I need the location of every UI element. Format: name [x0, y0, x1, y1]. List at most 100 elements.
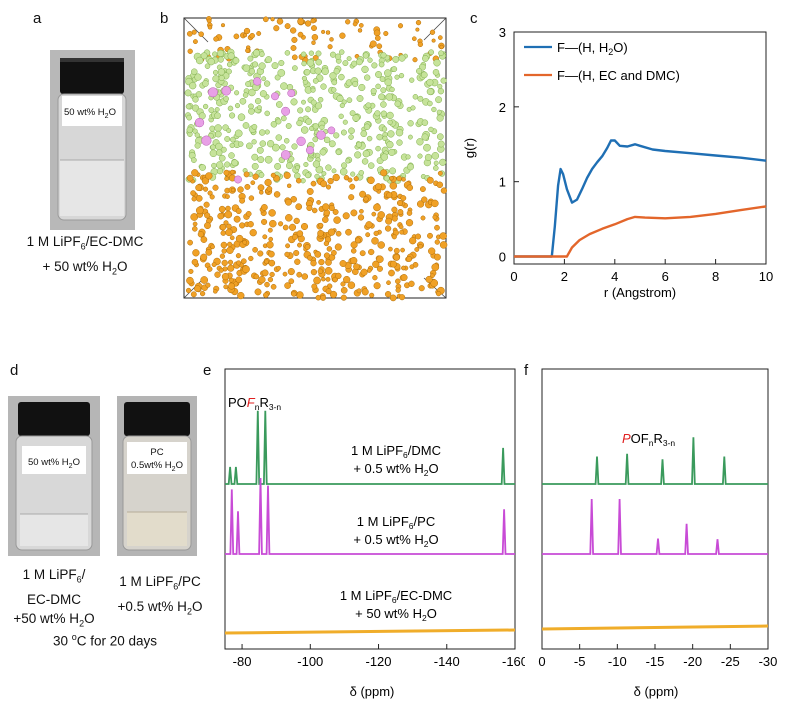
solvent-atom	[203, 186, 209, 192]
water-atom	[259, 51, 265, 58]
solvent-atom	[325, 30, 331, 35]
water-atom	[362, 52, 370, 59]
md-simulation-box	[183, 16, 448, 302]
solvent-atom	[290, 27, 297, 34]
solvent-atom	[327, 228, 336, 236]
water-atom	[333, 132, 340, 139]
water-atom	[186, 126, 194, 134]
solvent-atom	[186, 30, 193, 37]
solvent-atom	[282, 271, 288, 277]
solvent-atom	[221, 248, 227, 254]
solvent-atom	[439, 232, 447, 240]
solvent-atom	[205, 249, 213, 256]
solvent-atom	[313, 276, 321, 285]
water-atom	[274, 162, 282, 170]
solvent-atom	[440, 187, 448, 194]
solvent-atom	[323, 252, 330, 259]
c-xtick-label: 10	[759, 269, 773, 284]
water-atom	[350, 171, 356, 177]
solvent-atom	[207, 25, 213, 30]
solvent-atom	[273, 191, 281, 198]
water-atom	[389, 86, 395, 93]
solvent-atom	[311, 40, 316, 45]
water-atom	[300, 126, 309, 134]
vial-label-text: 50 wt% H2O	[64, 107, 116, 120]
caption-d2-line2: +0.5 wt% H2O	[117, 598, 203, 617]
legend-label-ec-dmc: F—(H, EC and DMC)	[557, 68, 680, 83]
water-atom	[346, 97, 353, 104]
water-atom	[239, 97, 247, 105]
water-atom	[391, 66, 398, 73]
solvent-atom	[227, 259, 234, 265]
f-xlabel: δ (ppm)	[634, 684, 679, 699]
solvent-atom	[363, 196, 369, 202]
water-atom	[362, 150, 370, 158]
f-xtick-label: -20	[683, 654, 702, 669]
water-atom	[361, 65, 369, 74]
solvent-atom	[345, 228, 352, 236]
water-atom	[433, 160, 439, 166]
solvent-atom	[418, 243, 423, 249]
solvent-atom	[306, 188, 314, 195]
water-atom	[218, 74, 225, 82]
solvent-atom	[264, 259, 269, 265]
water-atom	[358, 170, 365, 176]
water-atom	[202, 103, 209, 110]
solvent-atom	[243, 33, 248, 38]
solvent-atom	[204, 222, 211, 230]
solvent-atom	[350, 256, 358, 265]
water-atom	[437, 83, 443, 89]
solvent-atom	[358, 23, 364, 28]
water-atom	[304, 172, 311, 179]
solvent-atom	[264, 178, 272, 187]
water-atom	[317, 96, 324, 103]
solvent-atom	[287, 268, 295, 276]
solvent-atom	[386, 192, 393, 199]
solvent-atom	[406, 184, 414, 191]
water-atom	[417, 153, 423, 159]
water-atom	[375, 145, 381, 152]
water-atom	[202, 80, 209, 87]
solvent-atom	[373, 29, 381, 37]
solvent-atom	[325, 184, 332, 190]
water-atom	[251, 162, 259, 170]
vial-d1-label: 50 wt% H2O	[28, 457, 80, 470]
f-xtick-label: 0	[538, 654, 545, 669]
water-atom	[355, 141, 363, 148]
solvent-atom	[416, 200, 425, 208]
solvent-atom	[431, 199, 439, 208]
water-atom	[271, 62, 279, 70]
water-atom	[323, 136, 331, 144]
water-atom	[234, 90, 240, 96]
water-atom	[431, 106, 437, 113]
solvent-atom	[192, 226, 198, 232]
solvent-atom	[190, 190, 196, 196]
solvent-atom	[250, 180, 256, 186]
water-atom	[420, 71, 428, 79]
solvent-atom	[419, 186, 426, 193]
panel-e-letter: e	[203, 362, 212, 379]
water-atom	[246, 142, 253, 150]
solvent-atom	[367, 176, 375, 185]
solvent-atom	[415, 19, 422, 26]
caption-d2-line1: 1 M LiPF6/PC	[119, 574, 201, 592]
f-trace-ec-dmc	[541, 624, 769, 631]
caption-d1-line1: 1 M LiPF6/	[22, 567, 86, 585]
solvent-atom	[408, 280, 415, 287]
solvent-atom	[239, 222, 246, 229]
solvent-atom	[384, 225, 392, 232]
water-atom	[407, 163, 414, 171]
solvent-atom	[384, 291, 392, 298]
solvent-atom	[297, 31, 304, 38]
water-atom	[387, 119, 393, 125]
rdf-plot-frame	[513, 31, 767, 265]
solvent-atom	[393, 254, 400, 261]
water-atom	[291, 143, 298, 150]
solvent-atom	[282, 224, 289, 231]
solvent-atom	[406, 256, 413, 262]
solvent-atom	[285, 214, 293, 222]
water-atom	[436, 133, 444, 141]
solvent-atom	[349, 183, 356, 190]
e-trace-pc-l1: 1 M LiPF6/PC	[357, 514, 435, 531]
rdf-line-ec-dmc	[514, 205, 767, 258]
